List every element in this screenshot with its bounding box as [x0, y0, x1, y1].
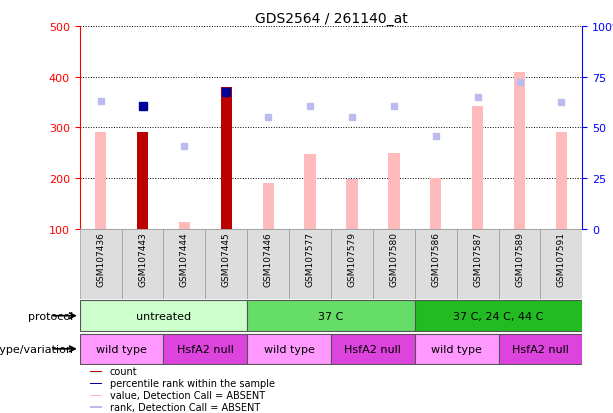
Bar: [289, 229, 331, 299]
Bar: [121, 229, 164, 299]
Text: percentile rank within the sample: percentile rank within the sample: [110, 378, 275, 388]
Text: wild type: wild type: [264, 344, 314, 354]
Bar: [331, 229, 373, 299]
Text: GSM107587: GSM107587: [473, 231, 482, 286]
Bar: [415, 301, 582, 331]
Bar: [89, 406, 102, 408]
Bar: [498, 334, 582, 364]
Text: wild type: wild type: [432, 344, 482, 354]
Text: GSM107586: GSM107586: [431, 231, 440, 286]
Bar: [556, 133, 567, 229]
Text: GSM107589: GSM107589: [515, 231, 524, 286]
Bar: [541, 229, 582, 299]
Bar: [80, 301, 247, 331]
Text: HsfA2 null: HsfA2 null: [177, 344, 234, 354]
Bar: [346, 180, 357, 229]
Bar: [89, 394, 102, 396]
Bar: [430, 178, 441, 229]
Text: GSM107580: GSM107580: [389, 231, 398, 286]
Bar: [89, 383, 102, 384]
Bar: [247, 301, 415, 331]
Title: GDS2564 / 261140_at: GDS2564 / 261140_at: [254, 12, 408, 26]
Text: GSM107444: GSM107444: [180, 231, 189, 286]
Text: protocol: protocol: [28, 311, 74, 321]
Bar: [472, 106, 483, 229]
Text: rank, Detection Call = ABSENT: rank, Detection Call = ABSENT: [110, 402, 260, 412]
Bar: [305, 154, 316, 229]
Bar: [373, 229, 415, 299]
Bar: [457, 229, 498, 299]
Bar: [95, 133, 106, 229]
Bar: [247, 229, 289, 299]
Bar: [221, 88, 232, 229]
Text: value, Detection Call = ABSENT: value, Detection Call = ABSENT: [110, 390, 265, 400]
Bar: [164, 334, 247, 364]
Text: GSM107436: GSM107436: [96, 231, 105, 286]
Text: GSM107443: GSM107443: [138, 231, 147, 286]
Bar: [205, 229, 247, 299]
Text: GSM107445: GSM107445: [222, 231, 231, 286]
Text: HsfA2 null: HsfA2 null: [345, 344, 402, 354]
Text: count: count: [110, 366, 137, 376]
Bar: [262, 184, 274, 229]
Text: GSM107591: GSM107591: [557, 231, 566, 286]
Bar: [89, 371, 102, 372]
Bar: [514, 72, 525, 229]
Bar: [80, 334, 164, 364]
Text: GSM107579: GSM107579: [348, 231, 357, 286]
Bar: [137, 133, 148, 229]
Bar: [388, 153, 400, 229]
Bar: [415, 229, 457, 299]
Text: untreated: untreated: [136, 311, 191, 321]
Text: 37 C: 37 C: [318, 311, 344, 321]
Text: genotype/variation: genotype/variation: [0, 344, 74, 354]
Bar: [498, 229, 541, 299]
Bar: [415, 334, 498, 364]
Text: HsfA2 null: HsfA2 null: [512, 344, 569, 354]
Text: wild type: wild type: [96, 344, 147, 354]
Bar: [247, 334, 331, 364]
Bar: [179, 223, 190, 229]
Text: GSM107446: GSM107446: [264, 231, 273, 286]
Bar: [331, 334, 415, 364]
Text: GSM107577: GSM107577: [305, 231, 314, 286]
Text: 37 C, 24 C, 44 C: 37 C, 24 C, 44 C: [454, 311, 544, 321]
Bar: [80, 229, 121, 299]
Bar: [164, 229, 205, 299]
